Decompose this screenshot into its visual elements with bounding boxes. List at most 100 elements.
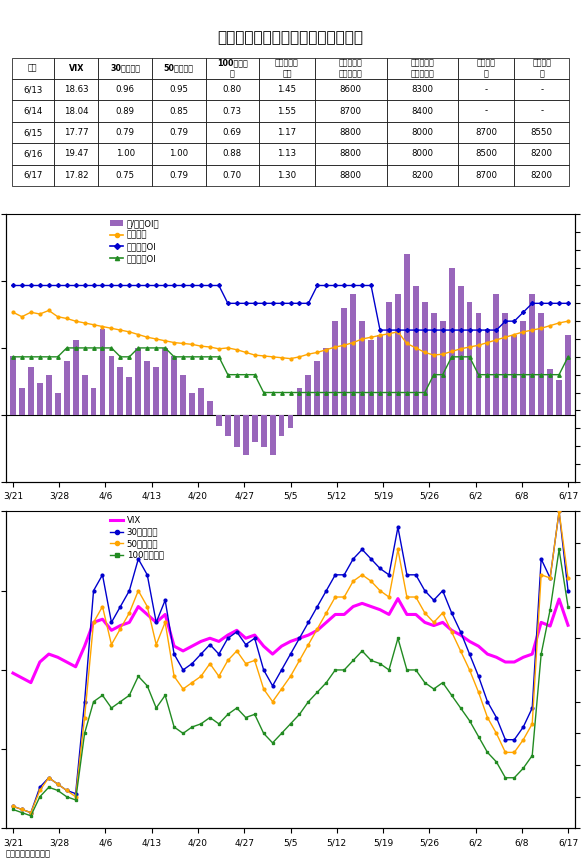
- Text: 8550: 8550: [530, 128, 553, 137]
- FancyBboxPatch shape: [386, 79, 458, 100]
- FancyBboxPatch shape: [315, 100, 386, 122]
- Bar: [37, 382, 43, 415]
- FancyBboxPatch shape: [458, 143, 514, 165]
- Text: 8800: 8800: [340, 171, 361, 180]
- Bar: [91, 388, 96, 415]
- Bar: [225, 415, 231, 436]
- Bar: [243, 415, 249, 455]
- Bar: [153, 367, 159, 415]
- Bar: [109, 356, 114, 415]
- Bar: [28, 367, 34, 415]
- Bar: [144, 362, 150, 415]
- FancyBboxPatch shape: [98, 122, 152, 143]
- Text: 0.85: 0.85: [169, 107, 188, 116]
- Text: 賣權最大未
平倉履約價: 賣權最大未 平倉履約價: [411, 59, 435, 78]
- Text: 8500: 8500: [475, 149, 497, 159]
- FancyBboxPatch shape: [514, 79, 569, 100]
- FancyBboxPatch shape: [206, 100, 259, 122]
- FancyBboxPatch shape: [315, 122, 386, 143]
- Text: 0.75: 0.75: [116, 171, 135, 180]
- Text: 1.00: 1.00: [169, 149, 188, 159]
- Text: 1.00: 1.00: [116, 149, 135, 159]
- Bar: [296, 388, 302, 415]
- FancyBboxPatch shape: [514, 100, 569, 122]
- Bar: [556, 380, 562, 415]
- Text: 1.55: 1.55: [277, 107, 296, 116]
- Text: 8700: 8700: [340, 107, 361, 116]
- Text: 17.77: 17.77: [64, 128, 88, 137]
- Text: 50日百分位: 50日百分位: [164, 64, 194, 72]
- FancyBboxPatch shape: [514, 122, 569, 143]
- Text: 8800: 8800: [340, 149, 361, 159]
- FancyBboxPatch shape: [315, 143, 386, 165]
- FancyBboxPatch shape: [386, 143, 458, 165]
- Bar: [440, 321, 446, 415]
- Text: -: -: [540, 85, 543, 94]
- Bar: [189, 394, 195, 415]
- Bar: [521, 321, 526, 415]
- Bar: [359, 321, 365, 415]
- FancyBboxPatch shape: [98, 165, 152, 186]
- FancyBboxPatch shape: [12, 100, 54, 122]
- Bar: [171, 356, 177, 415]
- Text: 17.82: 17.82: [64, 171, 88, 180]
- Bar: [431, 313, 437, 415]
- Bar: [127, 377, 132, 415]
- FancyBboxPatch shape: [386, 165, 458, 186]
- Text: 8700: 8700: [475, 171, 497, 180]
- Text: 0.95: 0.95: [169, 85, 188, 94]
- Text: 6/13: 6/13: [23, 85, 42, 94]
- Bar: [162, 348, 168, 415]
- FancyBboxPatch shape: [54, 100, 98, 122]
- Bar: [99, 329, 105, 415]
- Text: 0.96: 0.96: [116, 85, 135, 94]
- Text: 8000: 8000: [411, 149, 433, 159]
- FancyBboxPatch shape: [386, 58, 458, 79]
- Bar: [306, 375, 311, 415]
- FancyBboxPatch shape: [259, 143, 315, 165]
- Text: 30日百分位: 30日百分位: [110, 64, 140, 72]
- FancyBboxPatch shape: [259, 79, 315, 100]
- FancyBboxPatch shape: [152, 58, 206, 79]
- FancyBboxPatch shape: [514, 143, 569, 165]
- Bar: [503, 313, 508, 415]
- Text: -: -: [540, 107, 543, 116]
- Bar: [198, 388, 204, 415]
- Bar: [270, 415, 275, 455]
- FancyBboxPatch shape: [259, 100, 315, 122]
- Bar: [180, 375, 186, 415]
- FancyBboxPatch shape: [98, 100, 152, 122]
- Bar: [55, 394, 60, 415]
- Bar: [493, 294, 499, 415]
- Text: 1.17: 1.17: [277, 128, 296, 137]
- FancyBboxPatch shape: [259, 122, 315, 143]
- Text: 18.04: 18.04: [64, 107, 88, 116]
- Text: 8800: 8800: [340, 128, 361, 137]
- Bar: [261, 415, 267, 447]
- Text: 1.45: 1.45: [277, 85, 296, 94]
- Bar: [234, 415, 240, 447]
- FancyBboxPatch shape: [54, 79, 98, 100]
- Legend: 賣/買權OI比, 加權指數, 買權最大OI, 賣權最大OI: 賣/買權OI比, 加權指數, 買權最大OI, 賣權最大OI: [107, 216, 163, 267]
- Text: 6/17: 6/17: [23, 171, 42, 180]
- FancyBboxPatch shape: [458, 58, 514, 79]
- FancyBboxPatch shape: [458, 79, 514, 100]
- FancyBboxPatch shape: [315, 79, 386, 100]
- FancyBboxPatch shape: [54, 58, 98, 79]
- Text: 買權最大未
平倉履約價: 買權最大未 平倉履約價: [339, 59, 363, 78]
- FancyBboxPatch shape: [12, 58, 54, 79]
- Bar: [458, 287, 464, 415]
- FancyBboxPatch shape: [514, 58, 569, 79]
- Text: 6/16: 6/16: [23, 149, 42, 159]
- Text: 19.47: 19.47: [64, 149, 88, 159]
- Bar: [395, 294, 401, 415]
- Text: 6/14: 6/14: [23, 107, 42, 116]
- Text: 賣買權未平
倉比: 賣買權未平 倉比: [275, 59, 299, 78]
- FancyBboxPatch shape: [259, 165, 315, 186]
- Text: 8200: 8200: [411, 171, 433, 180]
- FancyBboxPatch shape: [386, 100, 458, 122]
- Bar: [377, 335, 383, 415]
- Text: 0.80: 0.80: [223, 85, 242, 94]
- Text: -: -: [485, 107, 488, 116]
- Bar: [279, 415, 285, 436]
